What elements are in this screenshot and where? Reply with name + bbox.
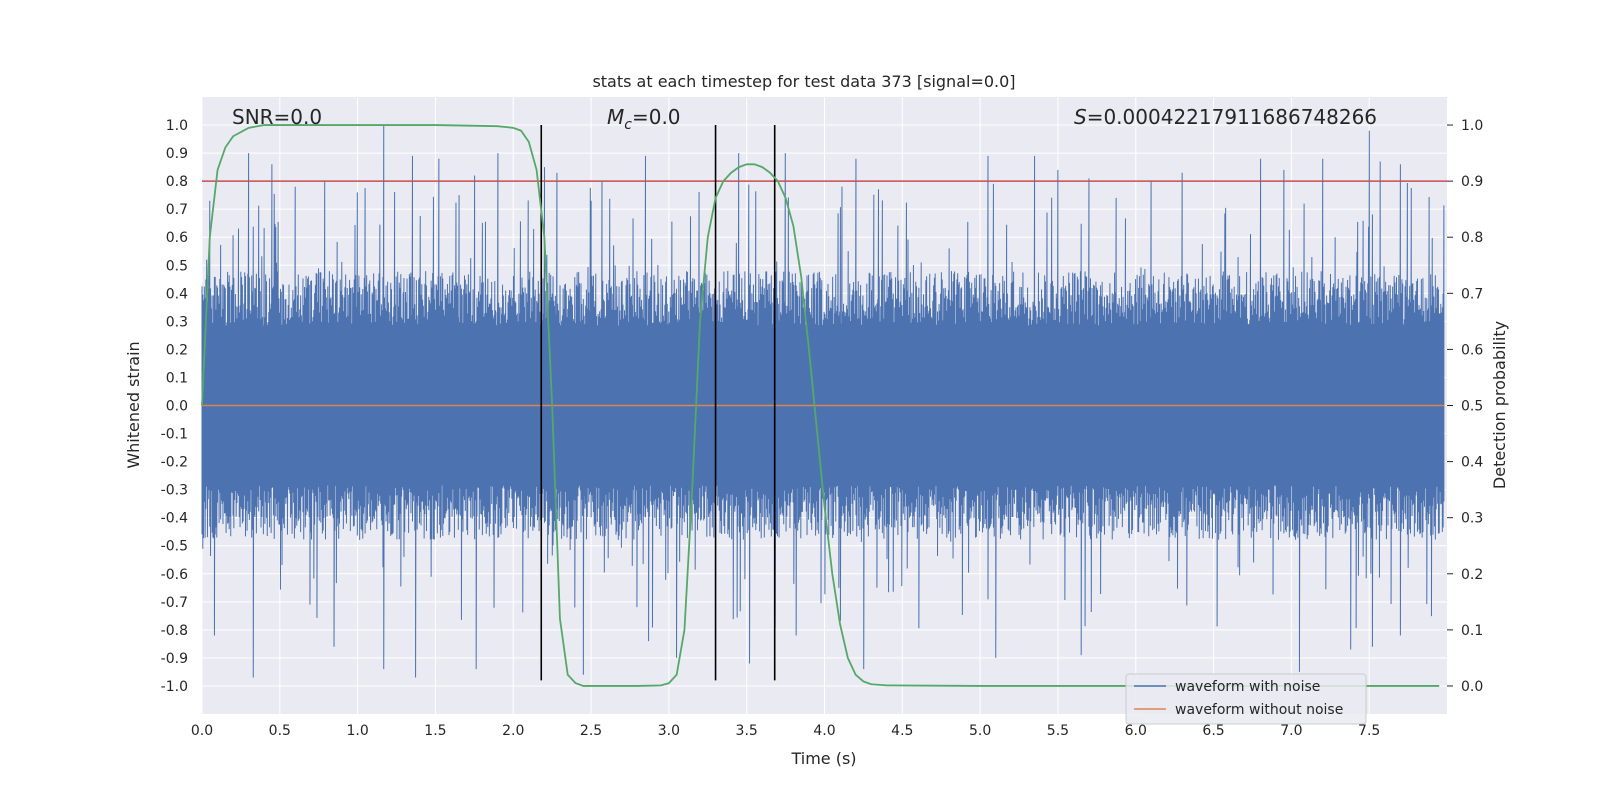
y-right-tick-label: 0.4 xyxy=(1461,455,1483,471)
x-tick-label: 6.5 xyxy=(1202,723,1224,739)
y-tick-label: -0.4 xyxy=(161,511,188,527)
y-tick-label: 0.0 xyxy=(166,399,188,415)
x-axis-ticks: 0.0 0.5 1.0 1.5 2.0 2.5 3.0 3.5 4.0 4.5 5.0 5.5 6.0 6… xyxy=(191,723,1380,739)
x-tick-label: 7.5 xyxy=(1358,723,1380,739)
y-tick-label: 0.6 xyxy=(166,230,188,246)
y-tick-label: -0.2 xyxy=(161,455,188,471)
y-axis-label: Whitened strain xyxy=(124,341,143,468)
x-tick-label: 3.0 xyxy=(658,723,680,739)
chart-title: stats at each timestep for test data 373… xyxy=(592,72,1015,91)
overlays xyxy=(202,125,1447,681)
y-axis-left-ticks: 1.0 0.9 0.8 0.7 0.6 0.5 0.4 0.3 0.2 0.1 0.0 -0.1 -0.… xyxy=(161,118,188,695)
y-tick-label: -0.9 xyxy=(161,651,188,667)
y-right-tick-label: 0.9 xyxy=(1461,174,1483,190)
y-right-tick-label: 0.1 xyxy=(1461,623,1483,639)
series-detection-probability xyxy=(201,124,1440,687)
y-tick-label: -0.8 xyxy=(161,623,188,639)
x-tick-label: 2.0 xyxy=(502,723,524,739)
legend-box xyxy=(1125,673,1367,725)
legend-label-clean: waveform without noise xyxy=(1175,702,1343,718)
x-tick-label: 5.5 xyxy=(1047,723,1069,739)
y-tick-label: 0.1 xyxy=(166,370,188,386)
detection-probability-line xyxy=(201,124,1440,687)
chirp-mass-symbol: M xyxy=(607,105,624,129)
y-tick-label: 0.4 xyxy=(166,286,188,302)
x-axis-label: Time (s) xyxy=(790,749,856,768)
series-waveform-with-noise xyxy=(201,125,1445,678)
y-right-tick-label: 0.3 xyxy=(1461,511,1483,527)
y-tick-label: 0.3 xyxy=(166,314,188,330)
y-right-tick-label: 0.2 xyxy=(1461,567,1483,583)
x-tick-label: 0.0 xyxy=(191,723,213,739)
y-tick-label: -0.6 xyxy=(161,567,188,583)
x-tick-label: 6.0 xyxy=(1125,723,1147,739)
legend: waveform with noise waveform without noi… xyxy=(1125,673,1367,725)
y-tick-label: 0.9 xyxy=(166,146,188,162)
significance-symbol: S xyxy=(1074,105,1087,129)
x-tick-label: 2.5 xyxy=(580,723,602,739)
y-tick-label: 1.0 xyxy=(166,118,188,134)
snr-annotation: SNR=0.0 xyxy=(232,105,322,129)
legend-label-noise: waveform with noise xyxy=(1175,679,1320,695)
y-tick-label: -1.0 xyxy=(161,679,188,695)
y-tick-label: 0.2 xyxy=(166,342,188,358)
x-tick-label: 1.5 xyxy=(424,723,446,739)
chirp-mass-value: =0.0 xyxy=(632,105,681,129)
x-tick-label: 1.0 xyxy=(346,723,368,739)
y-right-tick-label: 0.8 xyxy=(1461,230,1483,246)
noise-waveform-line xyxy=(201,125,1445,678)
x-tick-label: 7.0 xyxy=(1280,723,1302,739)
chirp-mass-annotation: Mc=0.0 xyxy=(607,105,681,133)
y-tick-label: -0.1 xyxy=(161,427,188,443)
y-right-tick-label: 0.7 xyxy=(1461,286,1483,302)
y-tick-label: 0.7 xyxy=(166,202,188,218)
chirp-mass-subscript: c xyxy=(624,117,632,133)
x-tick-label: 4.5 xyxy=(891,723,913,739)
y-tick-label: -0.3 xyxy=(161,483,188,499)
y-axis-right-ticks: 1.0 0.9 0.8 0.7 0.6 0.5 0.4 0.3 0.2 0.1 0.0 xyxy=(1447,118,1483,695)
y-tick-label: 0.8 xyxy=(166,174,188,190)
y-axis-right-label: Detection probability xyxy=(1490,321,1509,489)
significance-value: =0.00042217911686748266 xyxy=(1087,105,1377,129)
x-tick-label: 4.0 xyxy=(813,723,835,739)
y-tick-label: 0.5 xyxy=(166,258,188,274)
y-right-tick-label: 0.6 xyxy=(1461,342,1483,358)
significance-annotation: S=0.00042217911686748266 xyxy=(1074,105,1377,129)
y-tick-label: -0.7 xyxy=(161,595,188,611)
y-right-tick-label: 1.0 xyxy=(1461,118,1483,134)
y-tick-label: -0.5 xyxy=(161,539,188,555)
x-tick-label: 5.0 xyxy=(969,723,991,739)
x-tick-label: 0.5 xyxy=(269,723,291,739)
y-right-tick-label: 0.0 xyxy=(1461,679,1483,695)
y-right-tick-label: 0.5 xyxy=(1461,399,1483,415)
x-tick-label: 3.5 xyxy=(736,723,758,739)
